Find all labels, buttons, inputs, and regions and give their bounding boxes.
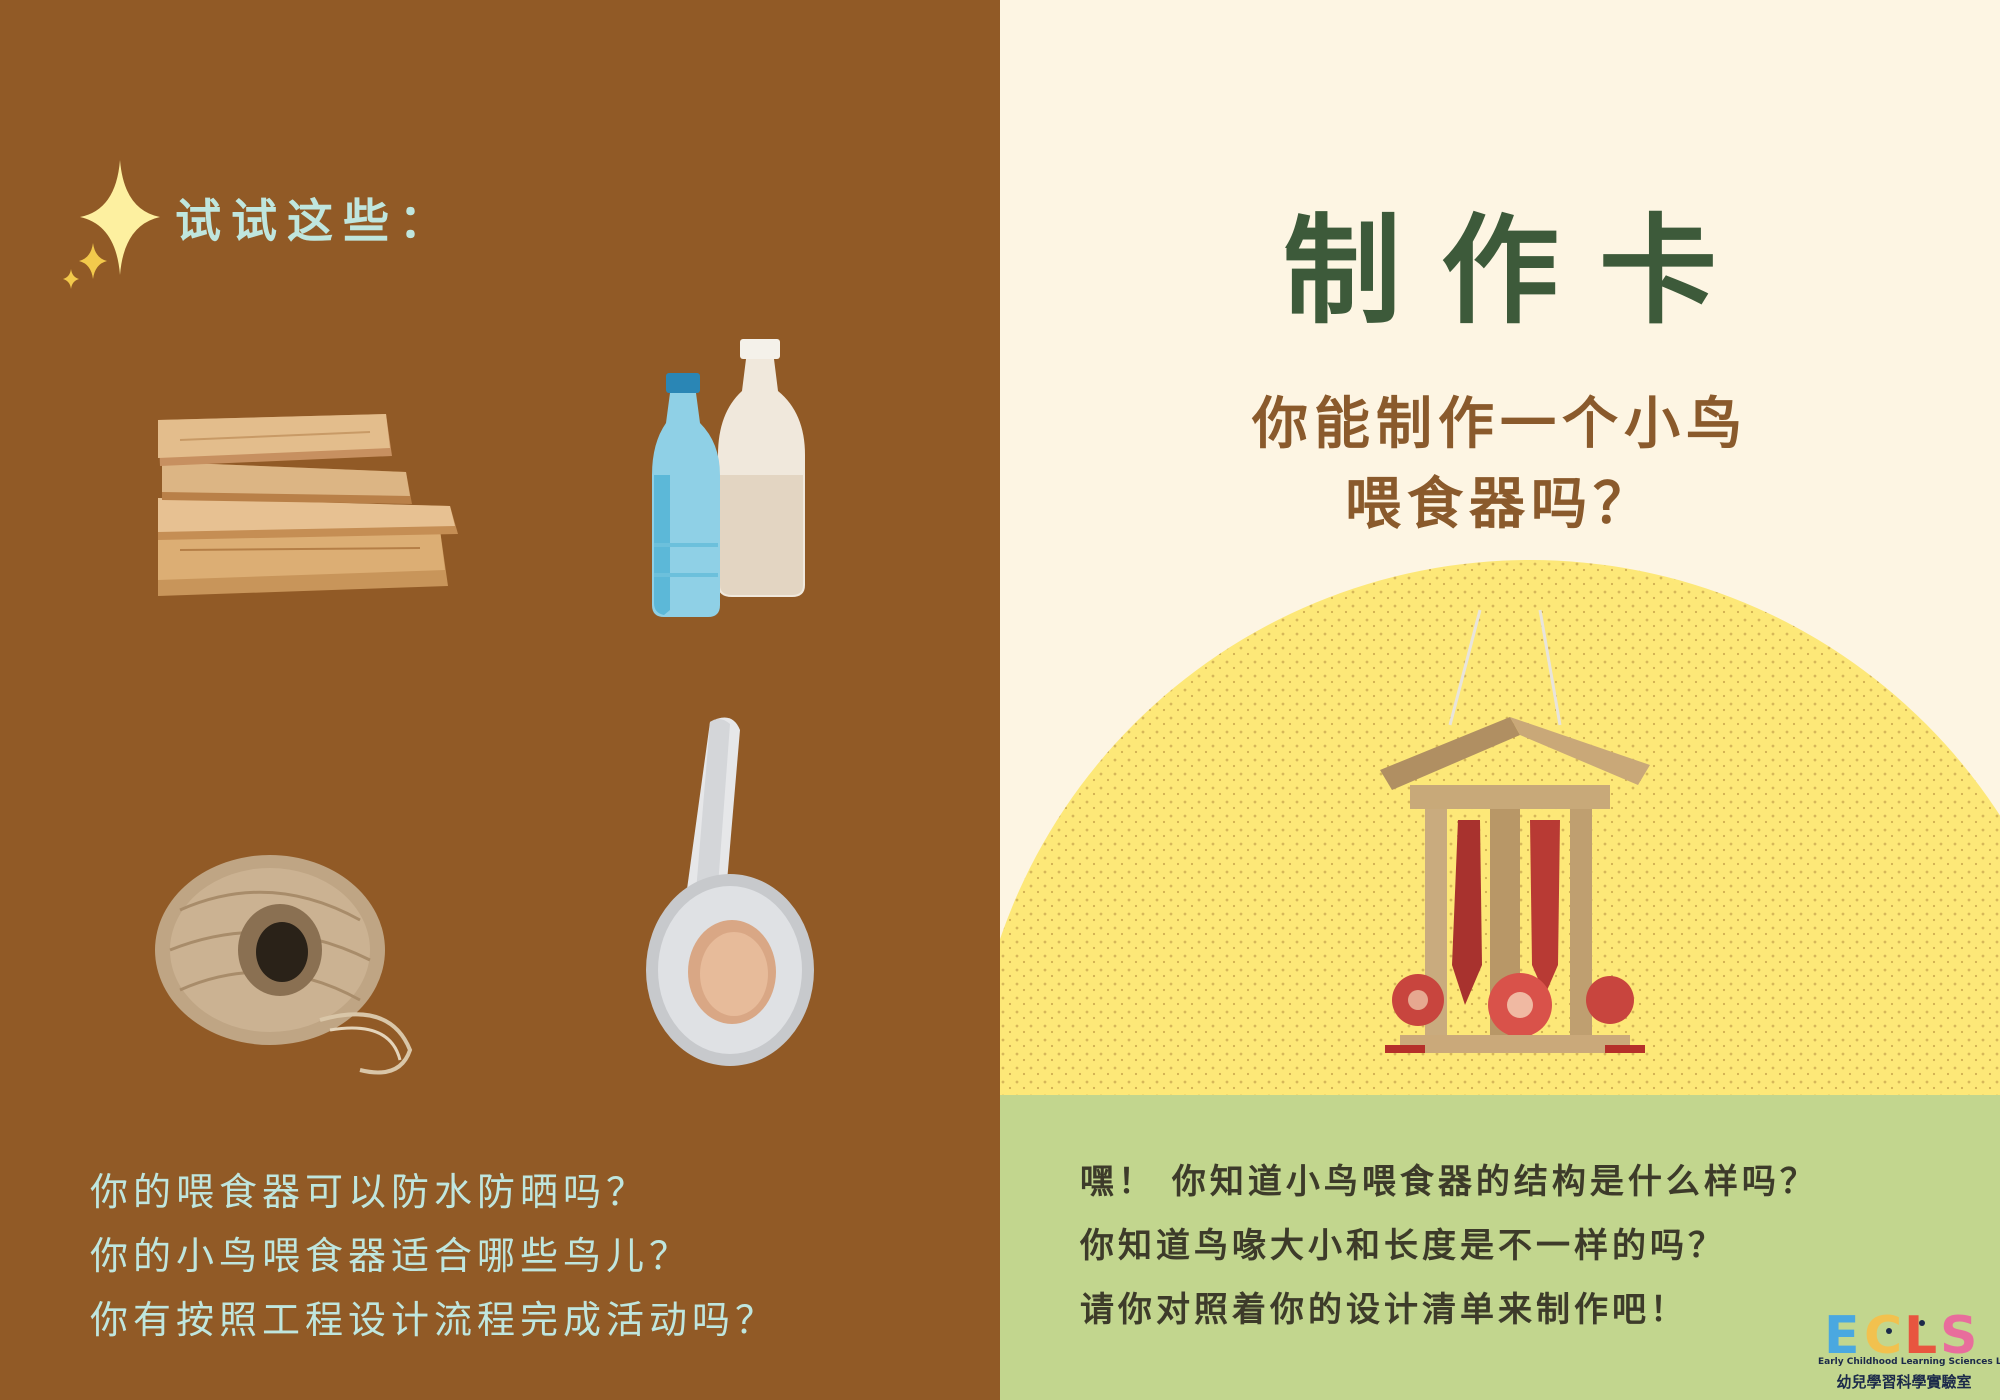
svg-text:L: L bbox=[1904, 1306, 1937, 1357]
left-questions: 你的喂食器可以防水防晒吗？ 你的小鸟喂食器适合哪些鸟儿？ 你有按照工程设计流程完… bbox=[90, 1160, 970, 1352]
svg-text:E: E bbox=[1824, 1306, 1860, 1357]
right-questions: 嘿！ 你知道小鸟喂食器的结构是什么样吗？ 你知道鸟喙大小和长度是不一样的吗？ 请… bbox=[1080, 1150, 1980, 1342]
right-question: 嘿！ 你知道小鸟喂食器的结构是什么样吗？ bbox=[1080, 1162, 1818, 1202]
right-question: 你知道鸟喙大小和长度是不一样的吗？ bbox=[1080, 1226, 1726, 1266]
right-question: 请你对照着你的设计清单来制作吧！ bbox=[1080, 1290, 1688, 1330]
page-title: 制作卡 bbox=[1282, 202, 1757, 340]
left-question: 你有按照工程设计流程完成活动吗？ bbox=[90, 1298, 779, 1342]
bird-feeder-image bbox=[1380, 609, 1650, 1053]
ecls-logo: E C L S Early Childhood Learning Science… bbox=[1818, 1303, 2000, 1393]
left-panel: 试试这些： bbox=[0, 0, 1000, 1400]
subtitle-line: 你能制作一个小鸟 bbox=[1252, 392, 1748, 457]
info-band bbox=[1000, 1095, 2000, 1400]
wood-planks-image bbox=[158, 414, 458, 596]
try-these-heading: 试试这些： bbox=[175, 194, 455, 248]
svg-text:S: S bbox=[1940, 1306, 1977, 1357]
right-panel: 制作卡 你能制作一个小鸟 喂食器吗？ bbox=[1000, 0, 2000, 1400]
logo-text-en: Early Childhood Learning Sciences Lab bbox=[1818, 1357, 2000, 1367]
twine-roll-image bbox=[155, 855, 413, 1075]
left-question: 你的小鸟喂食器适合哪些鸟儿？ bbox=[90, 1234, 693, 1278]
plastic-bottles-image bbox=[652, 339, 805, 617]
ecls-logo-mark: E C L S bbox=[1824, 1306, 1977, 1357]
left-question: 你的喂食器可以防水防晒吗？ bbox=[90, 1170, 650, 1214]
page-subtitle: 你能制作一个小鸟 喂食器吗？ bbox=[1000, 385, 2000, 545]
sparkle-icon bbox=[63, 160, 160, 289]
duct-tape-image bbox=[646, 717, 814, 1066]
svg-text:C: C bbox=[1864, 1306, 1902, 1357]
subtitle-line: 喂食器吗？ bbox=[1345, 472, 1655, 537]
logo-text-zh: 幼兒學習科學實驗室 bbox=[1836, 1373, 1972, 1391]
